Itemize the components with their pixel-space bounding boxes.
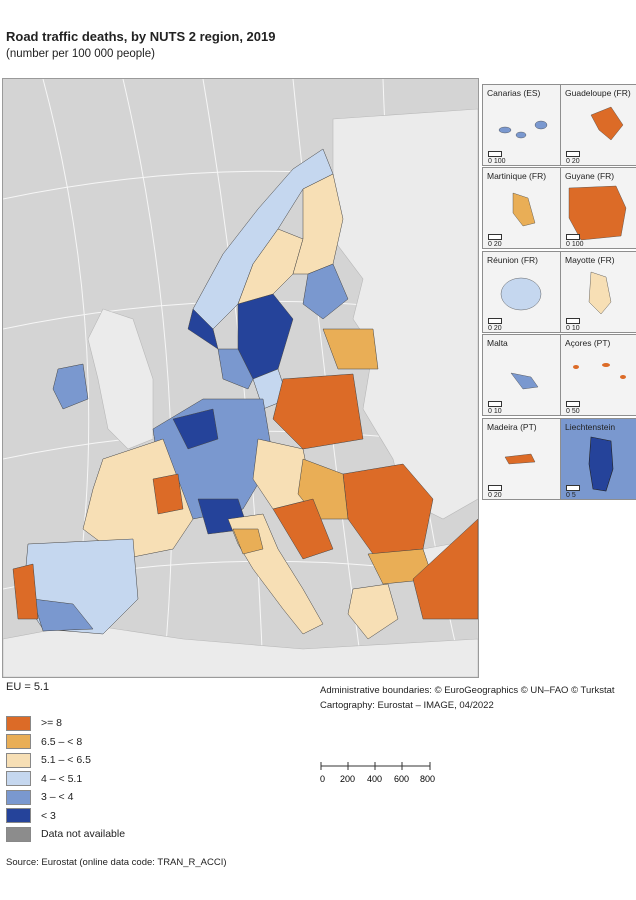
inset-canarias: Canarias (ES) 0 100 xyxy=(482,84,561,166)
inset-label: Guadeloupe (FR) xyxy=(565,88,631,98)
inset-label: Mayotte (FR) xyxy=(565,255,615,265)
inset-mayotte: Mayotte (FR) 0 10 xyxy=(560,251,636,333)
scale-bar-icon xyxy=(566,151,580,157)
map-subtitle: (number per 100 000 people) xyxy=(6,48,155,60)
scale-bar-icon xyxy=(566,401,580,407)
source-note: Source: Eurostat (online data code: TRAN… xyxy=(6,857,227,868)
inset-guadeloupe-map xyxy=(590,106,624,141)
southeast-europe-regions xyxy=(272,458,478,640)
legend: >= 8 6.5 – < 8 5.1 – < 6.5 4 – < 5.1 3 –… xyxy=(6,714,125,844)
inset-guadeloupe: Guadeloupe (FR) 0 20 xyxy=(560,84,636,166)
inset-malta: Malta 0 10 xyxy=(482,334,561,416)
legend-label: 3 – < 4 xyxy=(41,791,74,804)
inset-malta-map xyxy=(510,372,539,390)
inset-scale: 0 5 xyxy=(566,492,576,499)
inset-scale: 0 10 xyxy=(488,408,502,415)
inset-acores: Açores (PT) 0 50 xyxy=(560,334,636,416)
legend-swatch xyxy=(6,789,31,805)
inset-madeira: Madeira (PT) 0 20 xyxy=(482,418,561,500)
scale-tick: 400 xyxy=(367,774,382,784)
inset-label: Canarias (ES) xyxy=(487,88,541,98)
scale-bar-icon xyxy=(566,234,580,240)
scale-tick: 200 xyxy=(340,774,355,784)
scale-bar-graphic: 0 200 400 600 800 km xyxy=(320,762,450,784)
iberia-regions xyxy=(12,538,139,635)
inset-scale: 0 20 xyxy=(488,241,502,248)
inset-guyane-map xyxy=(568,185,627,241)
scale-tick: 0 xyxy=(320,774,325,784)
eu-average: EU = 5.1 xyxy=(6,681,50,693)
scale-bar-icon xyxy=(488,318,502,324)
legend-swatch xyxy=(6,715,31,731)
legend-item: 5.1 – < 6.5 xyxy=(6,751,125,770)
inset-liechtenstein-map xyxy=(588,436,614,492)
scale-bar-icon xyxy=(488,485,502,491)
legend-swatch xyxy=(6,808,31,824)
inset-label: Açores (PT) xyxy=(565,338,611,348)
credits-cartography: Cartography: Eurostat – IMAGE, 04/2022 xyxy=(320,700,494,711)
europe-map xyxy=(2,78,479,678)
scale-tick: 800 km xyxy=(420,774,435,784)
inset-martinique-map xyxy=(512,192,536,227)
credits-boundaries: Administrative boundaries: © EuroGeograp… xyxy=(320,685,615,696)
inset-reunion: Réunion (FR) 0 20 xyxy=(482,251,561,333)
legend-label: 5.1 – < 6.5 xyxy=(41,754,91,767)
non-eu-land xyxy=(3,108,478,677)
scale-bar-icon xyxy=(488,234,502,240)
inset-label: Réunion (FR) xyxy=(487,255,539,265)
map-title: Road traffic deaths, by NUTS 2 region, 2… xyxy=(6,29,276,44)
inset-guyane: Guyane (FR) 0 100 xyxy=(560,167,636,249)
scale-bar-icon xyxy=(488,401,502,407)
inset-mayotte-map xyxy=(588,271,612,315)
scale-tick: 600 xyxy=(394,774,409,784)
inset-scale: 0 100 xyxy=(488,158,506,165)
baltic-poland-regions xyxy=(272,328,379,450)
credits: Administrative boundaries: © EuroGeograp… xyxy=(320,683,615,713)
legend-swatch xyxy=(6,752,31,768)
inset-scale: 0 100 xyxy=(566,241,584,248)
legend-item: >= 8 xyxy=(6,714,125,733)
inset-reunion-map xyxy=(500,277,542,311)
italy-regions xyxy=(227,513,324,635)
legend-item: Data not available xyxy=(6,825,125,844)
legend-label: < 3 xyxy=(41,809,56,822)
inset-martinique: Martinique (FR) 0 20 xyxy=(482,167,561,249)
legend-swatch xyxy=(6,771,31,787)
scale-bar: 0 200 400 600 800 km xyxy=(320,748,450,788)
inset-label: Madeira (PT) xyxy=(487,422,537,432)
legend-label: Data not available xyxy=(41,828,126,841)
scale-bar-icon xyxy=(566,485,580,491)
inset-scale: 0 20 xyxy=(488,492,502,499)
scale-bar-icon xyxy=(488,151,502,157)
inset-scale: 0 50 xyxy=(566,408,580,415)
legend-item: 6.5 – < 8 xyxy=(6,733,125,752)
inset-madeira-map xyxy=(504,453,536,465)
inset-scale: 0 20 xyxy=(566,158,580,165)
inset-label: Liechtenstein xyxy=(565,422,616,432)
legend-item: 3 – < 4 xyxy=(6,788,125,807)
legend-item: < 3 xyxy=(6,807,125,826)
scale-bar-icon xyxy=(566,318,580,324)
legend-swatch xyxy=(6,734,31,750)
legend-label: >= 8 xyxy=(41,717,63,730)
legend-item: 4 – < 5.1 xyxy=(6,770,125,789)
inset-acores-map xyxy=(573,363,626,379)
inset-label: Guyane (FR) xyxy=(565,171,615,181)
legend-swatch xyxy=(6,826,31,842)
inset-canarias-map xyxy=(498,120,548,139)
inset-liechtenstein: Liechtenstein 0 5 xyxy=(560,418,636,500)
inset-scale: 0 20 xyxy=(488,325,502,332)
inset-label: Malta xyxy=(487,338,508,348)
legend-label: 4 – < 5.1 xyxy=(41,772,83,785)
inset-label: Martinique (FR) xyxy=(487,171,547,181)
legend-label: 6.5 – < 8 xyxy=(41,735,83,748)
inset-scale: 0 10 xyxy=(566,325,580,332)
europe-map-svg xyxy=(3,79,478,677)
